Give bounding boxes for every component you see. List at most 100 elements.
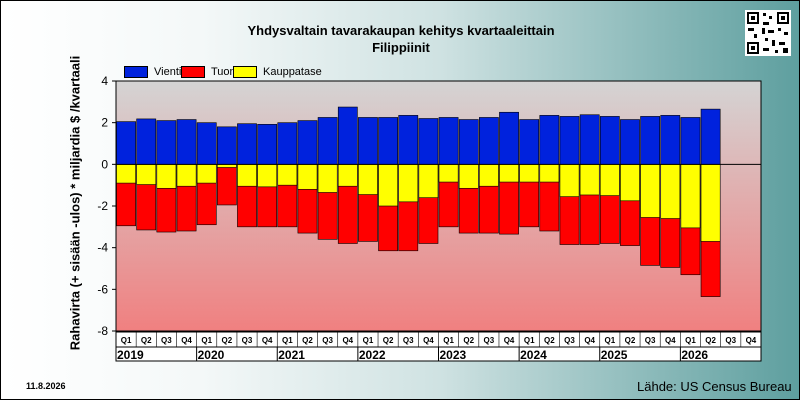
bar-export (660, 115, 681, 165)
bar-export (196, 122, 217, 165)
x-tick-label: Q3 (484, 336, 495, 345)
bar-balance (257, 164, 278, 188)
bar-balance (620, 164, 640, 202)
source-note: Lähde: US Census Bureau (637, 379, 792, 394)
legend-item-export: Vienti (124, 65, 181, 79)
y-tick-label: 4 (101, 74, 108, 88)
x-tick-label: Q2 (705, 336, 716, 345)
bar-balance (519, 164, 540, 183)
year-label: 2019 (117, 348, 144, 362)
bar-balance (499, 164, 519, 183)
year-label: 2020 (198, 348, 225, 362)
y-tick-label: 0 (101, 157, 108, 171)
bar-export (378, 117, 398, 165)
bar-balance (237, 164, 257, 187)
bar-export (116, 121, 136, 165)
bar-balance (196, 164, 217, 184)
qr-code-icon[interactable] (745, 10, 791, 56)
bar-export (640, 116, 661, 165)
bar-export (499, 111, 519, 165)
x-tick-label: Q3 (725, 336, 736, 345)
bar-balance (337, 164, 358, 187)
x-tick-label: Q3 (161, 336, 172, 345)
y-tick-label: -2 (97, 199, 108, 213)
bar-import (216, 164, 237, 206)
bar-export (700, 108, 721, 165)
bar-export (277, 122, 298, 165)
legend-label-balance: Kauppatase (263, 66, 322, 78)
y-tick-label: -6 (97, 282, 108, 296)
bar-export (458, 119, 479, 165)
x-tick-label: Q3 (645, 336, 656, 345)
x-tick-label: Q4 (584, 336, 595, 345)
x-tick-label: Q2 (463, 336, 474, 345)
bar-balance (559, 164, 580, 197)
bar-export (257, 124, 278, 165)
year-label: 2021 (278, 348, 305, 362)
y-tick-label: -4 (97, 241, 108, 255)
x-tick-label: Q3 (403, 336, 414, 345)
year-label: 2024 (520, 348, 547, 362)
x-tick-label: Q1 (685, 336, 696, 345)
x-tick-label: Q1 (282, 336, 293, 345)
year-label: 2022 (359, 348, 386, 362)
bar-balance (116, 164, 136, 184)
x-tick-label: Q2 (625, 336, 636, 345)
y-tick-label: 2 (101, 116, 108, 130)
date-stamp: 11.8.2026 (26, 381, 66, 391)
bar-export (136, 118, 157, 165)
bar-balance (660, 164, 681, 219)
bar-balance (136, 164, 157, 185)
year-label: 2025 (601, 348, 628, 362)
bar-balance (599, 164, 620, 196)
bar-balance (539, 164, 560, 183)
bar-export (680, 117, 701, 165)
bar-export (519, 119, 540, 165)
x-tick-label: Q2 (544, 336, 555, 345)
bar-balance (277, 164, 298, 186)
x-tick-label: Q3 (564, 336, 575, 345)
x-tick-label: Q4 (665, 336, 676, 345)
x-tick-label: Q3 (322, 336, 333, 345)
bar-balance (378, 164, 398, 207)
x-tick-label: Q3 (242, 336, 253, 345)
x-tick-label: Q2 (141, 336, 152, 345)
legend-swatch-balance (233, 66, 257, 78)
bar-export (599, 116, 620, 165)
x-tick-label: Q4 (746, 336, 757, 345)
x-tick-label: Q4 (181, 336, 192, 345)
chart-title: Yhdysvaltain tavarakaupan kehitys kvarta… (247, 23, 555, 38)
bar-export (559, 116, 580, 165)
legend-swatch-export (124, 66, 148, 78)
bar-export (358, 117, 378, 165)
bar-balance (579, 164, 600, 196)
bar-export (620, 119, 640, 165)
bar-export (398, 115, 419, 165)
legend-label-export: Vienti (154, 66, 182, 78)
bar-balance (156, 164, 177, 189)
bar-balance (297, 164, 318, 190)
bar-balance (398, 164, 419, 203)
chart-subtitle: Filippiinit (372, 40, 430, 55)
x-tick-label: Q1 (121, 336, 132, 345)
year-label: 2023 (440, 348, 467, 362)
x-tick-label: Q1 (604, 336, 615, 345)
x-tick-label: Q4 (262, 336, 273, 345)
bar-balance (317, 164, 338, 193)
bar-export (418, 118, 439, 165)
bar-balance (438, 164, 459, 183)
x-tick-label: Q1 (201, 336, 212, 345)
bar-export (438, 117, 459, 165)
bar-balance (640, 164, 661, 218)
bar-export (176, 119, 197, 165)
bar-export (156, 120, 177, 165)
x-tick-label: Q2 (222, 336, 233, 345)
bar-balance (418, 164, 439, 198)
bar-balance (358, 164, 378, 195)
bar-balance (458, 164, 479, 189)
x-tick-label: Q1 (524, 336, 535, 345)
bar-export (337, 106, 358, 165)
x-tick-label: Q1 (443, 336, 454, 345)
